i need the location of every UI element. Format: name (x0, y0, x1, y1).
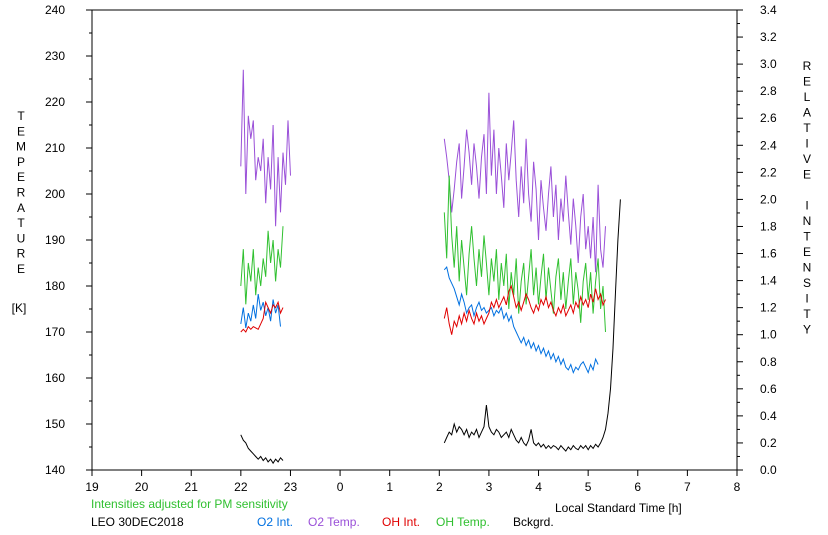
y-right-tick-label: 1.8 (760, 219, 777, 233)
y-right-label-letter: N (803, 214, 812, 228)
site-date-label: LEO 30DEC2018 (91, 515, 184, 529)
pm-sensitivity-note: Intensities adjusted for PM sensitivity (91, 497, 288, 511)
x-tick-label: 5 (585, 480, 592, 494)
series-line-bckgrd (240, 434, 284, 465)
series-line-oh-int (443, 284, 606, 335)
y-right-tick-label: 3.0 (760, 57, 777, 71)
y-right-label-letter: A (803, 106, 811, 120)
y-left-label-letter: E (17, 262, 25, 276)
y-left-tick-label: 220 (45, 95, 65, 109)
y-right-tick-label: 2.2 (760, 165, 777, 179)
series-line-o2-temp (240, 69, 291, 227)
y-right-tick-label: 1.0 (760, 328, 777, 342)
y-right-label-letter: T (803, 121, 811, 135)
y-right-tick-label: 2.4 (760, 138, 777, 152)
x-tick-label: 0 (337, 480, 344, 494)
y-left-tick-label: 170 (45, 325, 65, 339)
y-right-tick-label: 0.6 (760, 382, 777, 396)
y-left-label-letter: T (17, 109, 25, 123)
y-right-label-letter: L (804, 90, 811, 104)
y-left-label-letter: P (17, 155, 25, 169)
y-left-tick-label: 150 (45, 417, 65, 431)
y-left-label-letter: T (17, 216, 25, 230)
legend-item-o2-int: O2 Int. (257, 515, 293, 529)
y-right-label-letter: T (803, 307, 811, 321)
y-right-label-letter: E (803, 75, 811, 89)
x-tick-label: 6 (634, 480, 641, 494)
x-tick-label: 22 (234, 480, 248, 494)
x-tick-label: 19 (85, 480, 99, 494)
y-left-label-letter: E (17, 170, 25, 184)
y-right-tick-label: 0.2 (760, 436, 777, 450)
y-right-label-letter: S (803, 276, 811, 290)
y-right-label-letter: I (805, 199, 808, 213)
plot-area (240, 69, 621, 465)
y-left-tick-label: 190 (45, 233, 65, 247)
series-line-oh-temp (443, 175, 606, 333)
y-right-label-letter: I (805, 137, 808, 151)
x-tick-label: 8 (734, 480, 741, 494)
series-line-oh-temp (240, 226, 284, 305)
y-left-label-letter: A (17, 201, 25, 215)
y-left-tick-label: 240 (45, 3, 65, 17)
y-right-label-letter: T (803, 230, 811, 244)
x-tick-label: 21 (185, 480, 199, 494)
x-tick-label: 20 (135, 480, 149, 494)
y-right-tick-label: 1.6 (760, 247, 777, 261)
y-right-tick-label: 1.4 (760, 274, 777, 288)
y-right-label-letter: E (803, 245, 811, 259)
y-right-tick-label: 2.6 (760, 111, 777, 125)
y-left-label-letter: R (17, 186, 26, 200)
y-right-tick-label: 0.4 (760, 409, 777, 423)
y-left-tick-label: 180 (45, 279, 65, 293)
y-right-tick-label: 3.2 (760, 30, 777, 44)
legend-item-oh-temp: OH Temp. (436, 515, 490, 529)
legend-item-bckgrd: Bckgrd. (513, 515, 554, 529)
x-axis-label: Local Standard Time [h] (555, 501, 682, 515)
legend: O2 Int. O2 Temp. OH Int. OH Temp. Bckgrd. (257, 515, 554, 529)
x-tick-label: 4 (535, 480, 542, 494)
chart-axes: 19 20 21 22 23 0 1 2 3 4 5 6 7 8140150160170180190200… (45, 3, 777, 494)
x-tick-label: 23 (284, 480, 298, 494)
plot-frame (91, 9, 738, 471)
y-right-label-letter: I (805, 292, 808, 306)
y-right-label-letter: R (803, 59, 812, 73)
y-right-tick-label: 0.8 (760, 355, 777, 369)
legend-item-oh-int: OH Int. (382, 515, 420, 529)
y-left-tick-label: 200 (45, 187, 65, 201)
y-left-label-letter: R (17, 247, 26, 261)
series-line-oh-int (240, 300, 284, 333)
y-right-label-letter: Y (803, 323, 811, 337)
series-line-o2-int (240, 294, 281, 328)
y-left-label-letter: U (17, 231, 26, 245)
series-line-bckgrd (443, 199, 621, 452)
y-right-tick-label: 3.4 (760, 3, 777, 17)
y-left-tick-label: 140 (45, 463, 65, 477)
y-right-tick-label: 1.2 (760, 301, 777, 315)
y-left-unit-label: [K] (12, 301, 27, 315)
x-tick-label: 2 (436, 480, 443, 494)
series-line-o2-int (443, 266, 599, 375)
series-line-o2-temp (443, 92, 606, 273)
y-right-tick-label: 2.8 (760, 84, 777, 98)
y-left-tick-label: 230 (45, 49, 65, 63)
x-tick-label: 7 (684, 480, 691, 494)
y-right-label-letter: E (803, 168, 811, 182)
y-left-label-letter: M (16, 140, 26, 154)
legend-item-o2-temp: O2 Temp. (308, 515, 360, 529)
x-tick-label: 1 (386, 480, 393, 494)
y-right-label-letter: N (803, 261, 812, 275)
x-tick-label: 3 (486, 480, 493, 494)
y-right-label-letter: V (803, 152, 811, 166)
y-left-tick-label: 160 (45, 371, 65, 385)
y-right-tick-label: 0.0 (760, 463, 777, 477)
y-left-label-letter: E (17, 124, 25, 138)
y-left-tick-label: 210 (45, 141, 65, 155)
y-right-tick-label: 2.0 (760, 192, 777, 206)
